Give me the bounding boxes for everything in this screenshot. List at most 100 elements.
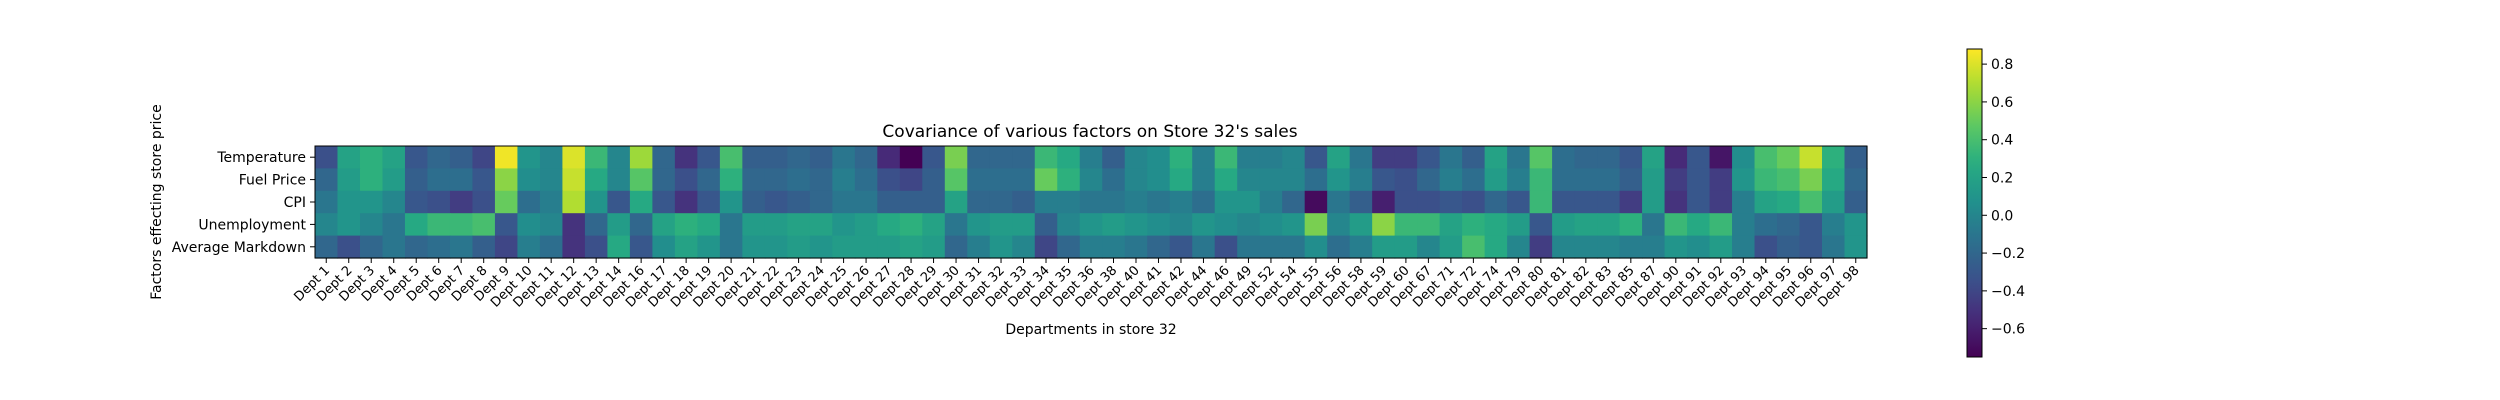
heatmap-cell (652, 168, 676, 192)
heatmap-cell (1687, 190, 1711, 214)
heatmap-cell (1597, 235, 1621, 259)
heatmap-cell (989, 190, 1013, 214)
heatmap-cell (764, 213, 788, 237)
heatmap-cell (1259, 235, 1283, 259)
heatmap-cell (1619, 146, 1643, 169)
heatmap-cell (1349, 213, 1373, 237)
heatmap-cell (1462, 146, 1486, 169)
heatmap-cell (1259, 190, 1283, 214)
heatmap-cell (404, 190, 429, 214)
heatmap-cell (1259, 146, 1283, 169)
heatmap-cell (1642, 213, 1666, 237)
heatmap-cell (1417, 168, 1441, 192)
heatmap-cell (674, 213, 698, 237)
heatmap-cell (877, 213, 901, 237)
heatmap-cell (1529, 213, 1553, 237)
heatmap-cell (562, 190, 586, 214)
heatmap-cell (944, 213, 968, 237)
heatmap-cell (1439, 168, 1463, 192)
heatmap-cell (315, 146, 339, 169)
heatmap-cell (1147, 235, 1171, 259)
heatmap-cell (1529, 168, 1553, 192)
heatmap-cell (1799, 213, 1823, 237)
colorbar-tick-label: −0.2 (1991, 246, 2025, 262)
heatmap-cell (1574, 190, 1598, 214)
heatmap-cell (1057, 146, 1081, 169)
heatmap-cell (584, 168, 608, 192)
heatmap-cell (1777, 235, 1801, 259)
heatmap-cell (764, 235, 788, 259)
heatmap-cell (539, 235, 564, 259)
heatmap-cell (427, 168, 451, 192)
heatmap-cell (944, 146, 968, 169)
heatmap-cell (337, 213, 361, 237)
heatmap-cell (944, 235, 968, 259)
heatmap-cell (584, 235, 608, 259)
heatmap-cell (764, 146, 788, 169)
heatmap-cell (562, 168, 586, 192)
heatmap-cell (652, 235, 676, 259)
heatmap-cell (922, 146, 946, 169)
heatmap-cell (1192, 213, 1216, 237)
heatmap-cell (1034, 146, 1058, 169)
heatmap-cell (1574, 168, 1598, 192)
heatmap-cell (854, 213, 878, 237)
heatmap-cell (989, 168, 1013, 192)
heatmap-cell (1844, 146, 1868, 169)
heatmap-cell (1417, 190, 1441, 214)
heatmap-cell (1462, 213, 1486, 237)
colorbar-tick-label: −0.4 (1991, 284, 2025, 300)
heatmap-cell (877, 168, 901, 192)
heatmap-cell (1192, 235, 1216, 259)
heatmap-cell (697, 235, 721, 259)
heatmap-cell (404, 146, 429, 169)
heatmap-cell (562, 213, 586, 237)
heatmap-cell (629, 235, 653, 259)
heatmap-cell (1102, 235, 1126, 259)
heatmap-cell (1732, 146, 1756, 169)
heatmap-cell (1844, 213, 1868, 237)
heatmap-cell (1709, 190, 1733, 214)
heatmap-cell (1372, 190, 1396, 214)
heatmap-cell (494, 146, 519, 169)
heatmap-cell (1259, 213, 1283, 237)
colorbar-tick-label: 0.2 (1991, 170, 2013, 186)
heatmap-cell (787, 235, 811, 259)
heatmap-cell (382, 235, 406, 259)
colorbar-tick-label: −0.6 (1991, 322, 2025, 338)
heatmap-cell (1732, 213, 1756, 237)
colorbar-tick-label: 0.8 (1991, 57, 2013, 73)
heatmap-cell (1147, 213, 1171, 237)
heatmap-cell (1777, 190, 1801, 214)
heatmap-cell (1079, 213, 1103, 237)
heatmap-cell (359, 213, 384, 237)
heatmap-cell (1304, 168, 1328, 192)
heatmap-cell (359, 168, 384, 192)
row-labels: Temperature Fuel Price CPI Unemployment Aver… (172, 150, 315, 256)
heatmap-cell (1214, 213, 1238, 237)
heatmap-cell (1687, 168, 1711, 192)
heatmap-cell (1754, 146, 1778, 169)
heatmap-cell (607, 235, 631, 259)
heatmap-cell (315, 213, 339, 237)
heatmap-cell (1124, 168, 1148, 192)
heatmap-cell (404, 168, 429, 192)
heatmap-cell (449, 146, 474, 169)
heatmap-cell (1642, 235, 1666, 259)
heatmap-cell (1799, 168, 1823, 192)
heatmap-cell (1214, 168, 1238, 192)
heatmap-cell (1462, 235, 1486, 259)
heatmap-cell (494, 235, 519, 259)
heatmap-cell (674, 235, 698, 259)
heatmap-cell (584, 213, 608, 237)
heatmap-cell (1754, 190, 1778, 214)
heatmap-cell (472, 190, 496, 214)
heatmap-cell (494, 168, 519, 192)
heatmap-cell (562, 146, 586, 169)
heatmap-cell (1732, 235, 1756, 259)
heatmap-cell (1102, 146, 1126, 169)
heatmap-cell (697, 146, 721, 169)
heatmap-cell (517, 146, 541, 169)
heatmap-cell (1552, 168, 1576, 192)
heatmap-cell (1237, 235, 1261, 259)
